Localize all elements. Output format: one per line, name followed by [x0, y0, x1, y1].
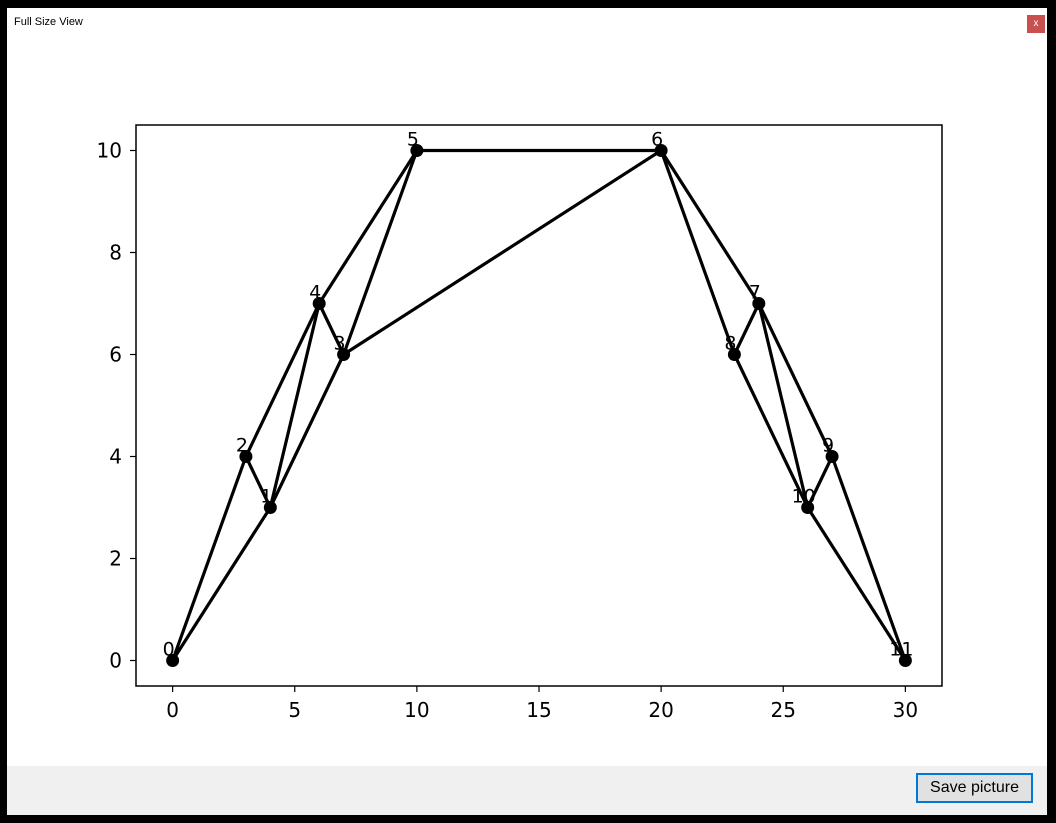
edge-2-4: [244, 301, 321, 459]
save-picture-button[interactable]: Save picture: [916, 773, 1033, 803]
close-button[interactable]: x: [1027, 15, 1045, 33]
edge-7-9: [757, 301, 834, 459]
x-tick-label: 10: [404, 698, 429, 722]
node-6: [654, 144, 668, 157]
window-title: Full Size View: [14, 16, 83, 28]
node-3: [337, 348, 351, 361]
footer-bar: Save picture: [7, 766, 1047, 815]
edge-0-1: [171, 505, 272, 663]
y-tick-label: 0: [109, 649, 122, 673]
edge-1-2: [244, 454, 272, 510]
x-tick-label: 5: [288, 698, 301, 722]
node-label-2: 2: [236, 435, 248, 457]
node-label-5: 5: [407, 129, 419, 151]
y-tick-label: 2: [109, 547, 122, 571]
node-4: [312, 297, 326, 310]
node-7: [752, 297, 766, 310]
node-0: [166, 654, 180, 667]
node-label-10: 10: [792, 486, 816, 508]
node-label-0: 0: [163, 639, 175, 661]
node-label-6: 6: [651, 129, 663, 151]
node-8: [727, 348, 741, 361]
edge-0-2: [171, 454, 248, 663]
node-label-3: 3: [334, 333, 346, 355]
y-tick-label: 8: [109, 241, 122, 265]
node-label-11: 11: [889, 639, 913, 661]
edge-3-5: [342, 148, 419, 357]
edge-1-4: [268, 301, 321, 510]
chart-area: 0 5 10 15 20 25 30 0 2 4 6 8 10 0 1 2 3 4 5 6 7 8 9 10 11: [7, 36, 1047, 766]
edge-8-10: [732, 352, 810, 510]
plot-frame: [135, 124, 943, 687]
x-tick-label: 25: [771, 698, 796, 722]
node-label-9: 9: [822, 435, 834, 457]
x-tick-label: 0: [166, 698, 179, 722]
edge-7-10: [757, 301, 810, 510]
node-label-8: 8: [724, 333, 736, 355]
node-11: [898, 654, 912, 667]
node-label-4: 4: [309, 282, 321, 304]
node-5: [410, 144, 424, 157]
full-size-view-window: Full Size View x 0 5 10 15 20 25 30 0 2 4 6 8 10 0 1 2 3…: [7, 8, 1047, 815]
node-10: [801, 501, 815, 514]
node-label-1: 1: [260, 486, 272, 508]
edge-9-10: [806, 454, 834, 510]
x-tick-label: 15: [526, 698, 551, 722]
edge-7-8: [732, 301, 761, 357]
node-label-7: 7: [749, 282, 761, 304]
node-2: [239, 450, 253, 463]
y-tick-label: 10: [97, 139, 122, 163]
title-bar: Full Size View x: [7, 8, 1047, 36]
edge-9-11: [830, 454, 907, 663]
edge-3-6: [342, 148, 663, 357]
x-tick-label: 20: [648, 698, 673, 722]
edge-6-7: [659, 148, 761, 306]
x-tick-label: 30: [893, 698, 918, 722]
edge-1-3: [268, 352, 346, 510]
node-9: [825, 450, 839, 463]
edge-6-8: [659, 148, 736, 357]
edge-4-5: [317, 148, 419, 306]
node-1: [263, 501, 277, 514]
network-chart: 0 5 10 15 20 25 30 0 2 4 6 8 10 0 1 2 3 4 5 6 7 8 9 10 11: [97, 124, 943, 722]
edge-10-11: [806, 505, 907, 663]
y-tick-label: 6: [109, 343, 122, 367]
edge-3-4: [317, 301, 346, 357]
y-tick-label: 4: [109, 445, 122, 469]
